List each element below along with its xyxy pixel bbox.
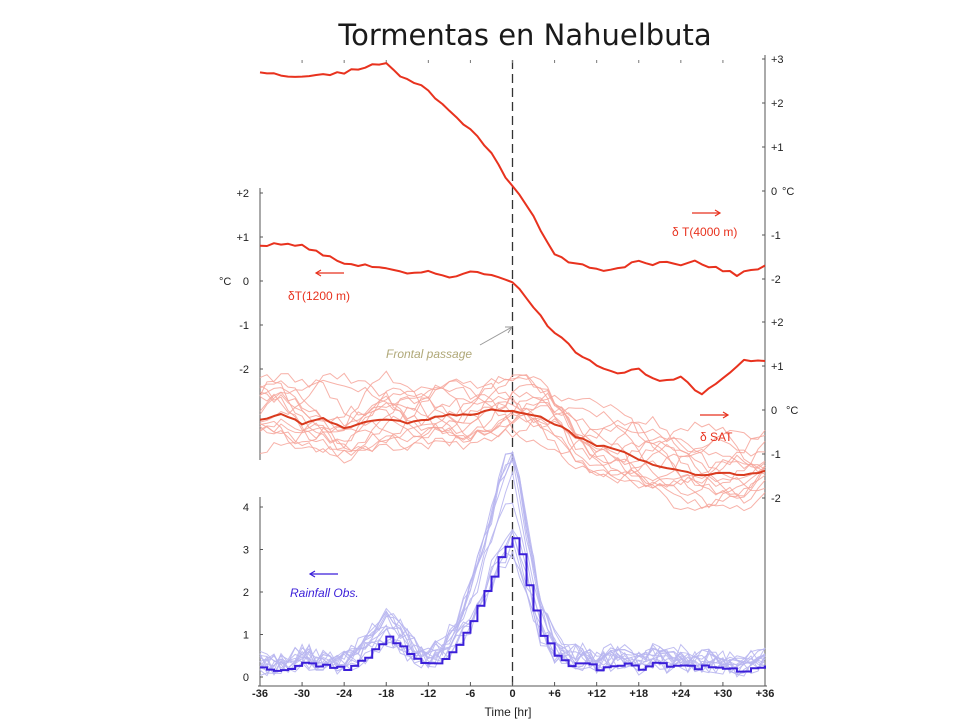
y-tick-label: 0 <box>771 186 777 198</box>
x-tick-label: -36 <box>252 688 268 700</box>
x-tick-label: 0 <box>509 688 515 700</box>
sat-ensemble-line <box>259 370 766 488</box>
x-tick-label: +30 <box>714 688 733 700</box>
y-tick-label: +1 <box>236 232 249 244</box>
label-layer: -36 -30 -24 -18 -12 -6 0 +6 +12 +18 +24 +30 +36+3+2+… <box>219 54 798 700</box>
sat-ensemble-line <box>259 385 766 496</box>
x-tick-label: -18 <box>378 688 394 700</box>
legend-label-t4000: δ T(4000 m) <box>672 225 737 239</box>
ensemble-layer <box>259 370 766 678</box>
slide-title: Tormentas en Nahuelbuta <box>338 18 712 52</box>
y-tick-label: 3 <box>243 545 249 557</box>
y-tick-label: 0 <box>771 405 777 417</box>
x-tick-label: +6 <box>548 688 561 700</box>
x-axis-label: Time [hr] <box>485 705 532 719</box>
y-tick-label: 1 <box>243 630 249 642</box>
sat-ensemble-line <box>259 373 766 482</box>
axes-layer <box>258 55 767 687</box>
sat-ensemble-line <box>259 415 766 512</box>
unit-label: °C <box>782 186 794 198</box>
y-tick-label: 2 <box>243 587 249 599</box>
y-tick-label: 0 <box>243 276 249 288</box>
series-line-rainfall <box>260 537 766 673</box>
y-tick-label: 4 <box>243 502 249 514</box>
rainfall-ensemble-line <box>259 454 766 670</box>
legend-label-rainfall: Rainfall Obs. <box>290 586 359 600</box>
y-tick-label: +3 <box>771 54 784 66</box>
sat-ensemble-line <box>259 372 766 473</box>
arrow-right-icon <box>692 209 722 217</box>
y-tick-label: -2 <box>239 364 249 376</box>
arrow-left-icon <box>308 570 338 578</box>
y-tick-label: +1 <box>771 142 784 154</box>
y-tick-label: +2 <box>236 188 249 200</box>
arrow-left-icon <box>314 269 344 277</box>
x-tick-label: -6 <box>466 688 476 700</box>
unit-label: °C <box>219 276 231 288</box>
sat-ensemble-line <box>259 390 766 499</box>
x-tick-label: -30 <box>294 688 310 700</box>
x-tick-label: -12 <box>420 688 436 700</box>
y-tick-label: +2 <box>771 98 784 110</box>
legend-label-t1200: δT(1200 m) <box>288 289 350 303</box>
y-tick-label: -1 <box>239 320 249 332</box>
annotation-arrow <box>479 326 513 346</box>
x-tick-label: +12 <box>587 688 606 700</box>
x-tick-label: +24 <box>671 688 691 700</box>
x-tick-label: +36 <box>756 688 775 700</box>
series-line-sat <box>259 408 766 477</box>
arrow-right-icon <box>700 411 730 419</box>
series-layer <box>259 62 766 673</box>
x-tick-label: +18 <box>629 688 648 700</box>
sat-ensemble-line <box>259 380 766 509</box>
y-tick-label: +1 <box>771 361 784 373</box>
y-tick-label: -1 <box>771 230 781 242</box>
x-tick-label: -24 <box>336 688 353 700</box>
y-tick-label: -2 <box>771 493 781 505</box>
series-line-t4000 <box>259 62 766 277</box>
y-tick-label: -1 <box>771 449 781 461</box>
rainfall-ensemble-line <box>259 457 766 672</box>
unit-label: °C <box>786 405 798 417</box>
frontal-passage-label: Frontal passage <box>386 347 472 361</box>
series-line-t1200 <box>259 242 766 396</box>
y-tick-label: -2 <box>771 274 781 286</box>
legend-label-sat: δ SAT <box>700 430 733 444</box>
sat-ensemble-line <box>259 386 766 470</box>
y-tick-label: 0 <box>243 672 249 684</box>
y-tick-label: +2 <box>771 317 784 329</box>
